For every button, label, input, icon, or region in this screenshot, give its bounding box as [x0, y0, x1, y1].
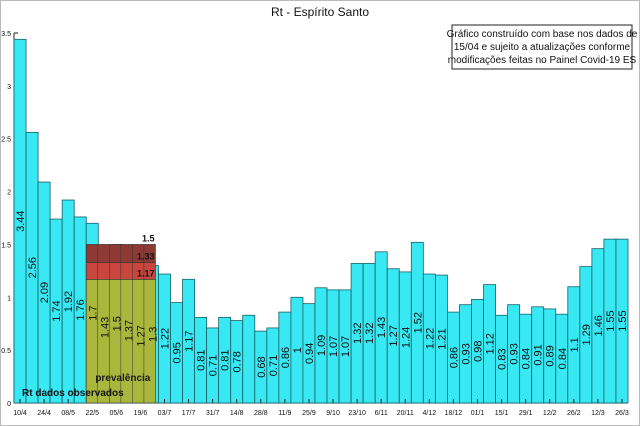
- value-label: 0.81: [220, 349, 232, 370]
- value-label: 1.7: [87, 305, 99, 320]
- value-label: 0.83: [497, 348, 509, 369]
- x-tick-label: 6/11: [375, 410, 388, 417]
- y-tick-label: 3: [7, 84, 11, 91]
- x-tick-label: 17/7: [182, 410, 196, 417]
- value-label: 1.3: [147, 327, 159, 342]
- value-label: 1.52: [412, 312, 424, 333]
- value-label: 0.71: [208, 355, 220, 376]
- value-label: 1.29: [581, 324, 593, 345]
- value-label: 1.92: [63, 291, 75, 312]
- x-tick-label: 11/9: [278, 410, 291, 417]
- value-label: 0.89: [545, 345, 557, 366]
- x-tick-label: 26/3: [615, 410, 629, 417]
- x-tick-label: 08/5: [61, 410, 75, 417]
- value-label: 0.84: [557, 348, 569, 369]
- value-label: 1.12: [485, 333, 497, 354]
- x-tick-label: 31/7: [206, 410, 220, 417]
- value-label: 3.44: [15, 210, 27, 231]
- value-label: 0.86: [448, 347, 460, 368]
- value-label: 1.17: [184, 330, 196, 351]
- bar: [242, 314, 256, 404]
- x-tick-label: 14/8: [230, 410, 244, 417]
- prevalence-label: 1.33: [137, 251, 155, 261]
- value-label: 1.1: [569, 337, 581, 352]
- value-label: 1.46: [593, 315, 605, 336]
- x-tick-label: 10/4: [13, 410, 27, 417]
- value-label: 1.09: [316, 335, 328, 356]
- x-tick-label: 19/6: [134, 410, 148, 417]
- x-tick-label: 12/3: [591, 410, 605, 417]
- x-tick-label: 23/10: [348, 410, 366, 417]
- y-tick-label: 0.5: [1, 348, 11, 355]
- value-label: 0.94: [304, 343, 316, 364]
- x-tick-label: 05/6: [110, 410, 124, 417]
- value-label: 1.27: [388, 325, 400, 346]
- y-tick-label: 1: [7, 295, 11, 302]
- x-tick-label: 22/5: [85, 410, 99, 417]
- x-tick-label: 28/8: [254, 410, 268, 417]
- x-tick-label: 12/2: [543, 410, 557, 417]
- note-line: Gráfico construído com base nos dados de: [447, 29, 638, 40]
- prevalence-caption: prevalência: [95, 373, 150, 384]
- value-label: 1.22: [159, 328, 171, 349]
- note-box: [451, 24, 633, 70]
- x-tick-label: 03/7: [158, 410, 172, 417]
- note-line: 15/04 e sujeito a atualizações conforme: [454, 42, 631, 53]
- value-label: 0.84: [521, 348, 533, 369]
- value-label: 1.32: [364, 323, 376, 344]
- value-label: 1.43: [99, 317, 111, 338]
- observed-label: Rt dados observados: [22, 388, 124, 399]
- y-tick-label: 2: [7, 190, 11, 197]
- x-tick-label: 18/12: [445, 410, 463, 417]
- value-label: 1.43: [376, 317, 388, 338]
- value-label: 0.78: [232, 351, 244, 372]
- y-tick-label: 3.5: [1, 31, 11, 38]
- y-tick-label: 1.5: [1, 242, 11, 249]
- value-label: 1.76: [75, 299, 87, 320]
- value-label: 2.09: [39, 282, 51, 303]
- x-tick-label: 24/4: [37, 410, 51, 417]
- value-label: 0.93: [460, 343, 472, 364]
- note-line: modificações feitas no Painel Covid-19 E…: [448, 55, 637, 66]
- value-label: 0.86: [280, 347, 292, 368]
- prevalence-label: 1.17: [137, 268, 155, 278]
- chart-title: Rt - Espírito Santo: [271, 5, 369, 19]
- value-label: 0.95: [172, 342, 184, 363]
- x-tick-label: 29/1: [519, 410, 533, 417]
- value-label: 1.27: [135, 325, 147, 346]
- value-label: 1.37: [123, 320, 135, 341]
- x-tick-label: 01/1: [471, 410, 485, 417]
- x-tick-label: 15/1: [495, 410, 509, 417]
- value-label: 0.68: [256, 356, 268, 377]
- value-label: 1.24: [400, 327, 412, 348]
- x-tick-label: 26/2: [567, 410, 581, 417]
- value-label: 1.5: [111, 316, 123, 331]
- value-label: 1.22: [424, 328, 436, 349]
- value-label: 1.55: [605, 310, 617, 331]
- prevalence-label: 1.5: [142, 233, 155, 243]
- value-label: 0.98: [473, 340, 485, 361]
- value-label: 1.55: [617, 310, 629, 331]
- value-label: 1.07: [328, 336, 340, 357]
- value-label: 0.91: [533, 344, 545, 365]
- value-label: 1.21: [436, 328, 448, 349]
- x-tick-label: 4/12: [423, 410, 437, 417]
- value-label: 0.81: [196, 349, 208, 370]
- value-label: 1.07: [340, 336, 352, 357]
- value-label: 0.71: [268, 355, 280, 376]
- value-label: 2.56: [27, 257, 39, 278]
- y-tick-label: 0: [7, 401, 11, 408]
- value-label: 1.32: [352, 323, 364, 344]
- y-tick-label: 2.5: [1, 137, 11, 144]
- x-tick-label: 20/11: [397, 410, 414, 417]
- value-label: 0.93: [509, 343, 521, 364]
- value-label: 1.74: [51, 300, 63, 321]
- value-label: 1: [292, 347, 304, 353]
- x-tick-label: 25/9: [302, 410, 316, 417]
- x-tick-label: 9/10: [326, 410, 340, 417]
